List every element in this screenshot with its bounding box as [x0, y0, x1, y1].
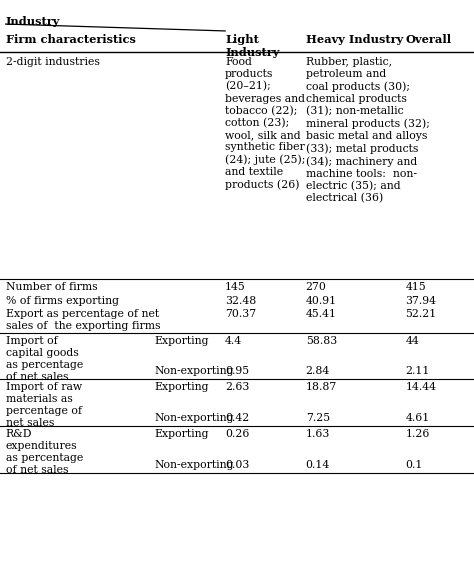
Text: R&D
expenditures
as percentage
of net sales: R&D expenditures as percentage of net sa… — [6, 429, 83, 474]
Text: Rubber, plastic,
petroleum and
coal products (30);
chemical products
(31); non-m: Rubber, plastic, petroleum and coal prod… — [306, 57, 429, 203]
Text: 7.25: 7.25 — [306, 413, 330, 422]
Text: 44: 44 — [405, 336, 419, 346]
Text: 32.48: 32.48 — [225, 296, 256, 305]
Text: Food
products
(20–21);
beverages and
tobacco (22);
cotton (23);
wool, silk and
s: Food products (20–21); beverages and tob… — [225, 57, 306, 190]
Text: 1.26: 1.26 — [405, 429, 429, 438]
Text: 1.63: 1.63 — [306, 429, 330, 438]
Text: 18.87: 18.87 — [306, 382, 337, 391]
Text: 415: 415 — [405, 282, 426, 292]
Text: 2.11: 2.11 — [405, 366, 429, 375]
Text: 270: 270 — [306, 282, 327, 292]
Text: 0.14: 0.14 — [306, 460, 330, 469]
Text: 0.95: 0.95 — [225, 366, 249, 375]
Text: Number of firms: Number of firms — [6, 282, 97, 292]
Text: 2.84: 2.84 — [306, 366, 330, 375]
Text: Non-exporting: Non-exporting — [154, 460, 234, 469]
Text: 58.83: 58.83 — [306, 336, 337, 346]
Text: Import of
capital goods
as percentage
of net sales: Import of capital goods as percentage of… — [6, 336, 83, 382]
Text: Industry: Industry — [6, 16, 60, 27]
Text: % of firms exporting: % of firms exporting — [6, 296, 118, 305]
Text: 37.94: 37.94 — [405, 296, 436, 305]
Text: 2.63: 2.63 — [225, 382, 249, 391]
Text: 4.4: 4.4 — [225, 336, 242, 346]
Text: 40.91: 40.91 — [306, 296, 337, 305]
Text: 4.61: 4.61 — [405, 413, 429, 422]
Text: 70.37: 70.37 — [225, 309, 256, 319]
Text: Light
Industry: Light Industry — [225, 34, 280, 58]
Text: 2-digit industries: 2-digit industries — [6, 57, 100, 67]
Text: Firm characteristics: Firm characteristics — [6, 34, 136, 45]
Text: 52.21: 52.21 — [405, 309, 437, 319]
Text: Exporting: Exporting — [154, 382, 209, 391]
Text: Exporting: Exporting — [154, 429, 209, 438]
Text: Non-exporting: Non-exporting — [154, 413, 234, 422]
Text: Overall: Overall — [405, 34, 451, 45]
Text: 145: 145 — [225, 282, 246, 292]
Text: Import of raw
materials as
percentage of
net sales: Import of raw materials as percentage of… — [6, 382, 82, 427]
Text: 14.44: 14.44 — [405, 382, 436, 391]
Text: Exporting: Exporting — [154, 336, 209, 346]
Text: Non-exporting: Non-exporting — [154, 366, 234, 375]
Text: 0.42: 0.42 — [225, 413, 249, 422]
Text: 0.1: 0.1 — [405, 460, 423, 469]
Text: Export as percentage of net
sales of  the exporting firms: Export as percentage of net sales of the… — [6, 309, 160, 331]
Text: 0.26: 0.26 — [225, 429, 249, 438]
Text: Heavy Industry: Heavy Industry — [306, 34, 403, 45]
Text: 0.03: 0.03 — [225, 460, 249, 469]
Text: 45.41: 45.41 — [306, 309, 337, 319]
